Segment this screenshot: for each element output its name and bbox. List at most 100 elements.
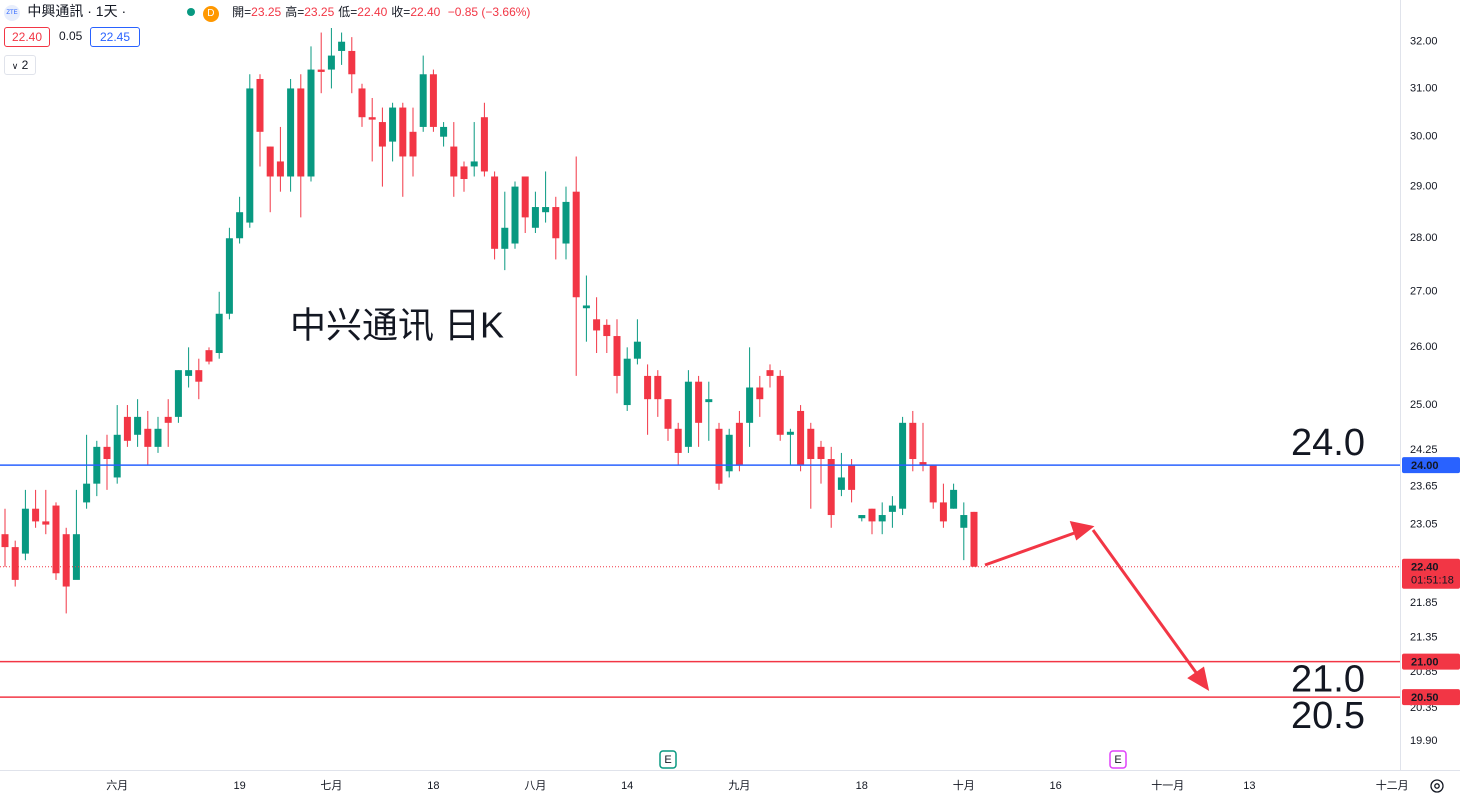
y-tick-label: 28.00 — [1410, 232, 1438, 244]
gear-inner[interactable] — [1434, 783, 1440, 789]
ohlc-key: 高= — [285, 5, 305, 19]
y-tick-label: 21.85 — [1410, 597, 1438, 609]
candle-body — [848, 465, 856, 490]
level-text: 20.5 — [1291, 695, 1365, 737]
candle-body — [1, 534, 9, 548]
y-tick-label: 24.25 — [1410, 444, 1438, 456]
candle-body — [797, 410, 805, 466]
change: −0.85 (−3.66%) — [447, 5, 531, 19]
badge: D — [202, 6, 219, 22]
candle-body — [807, 428, 815, 460]
level-label-box — [1402, 689, 1460, 706]
y-tick-label: 32.00 — [1410, 36, 1438, 48]
symbol-icon: ZTE — [4, 4, 20, 21]
candle-body — [154, 428, 162, 447]
settings-icon[interactable] — [1430, 779, 1444, 793]
x-tick-label: 18 — [856, 780, 868, 792]
y-tick-label: 23.65 — [1410, 481, 1438, 493]
candle-body — [368, 117, 376, 120]
candle-body — [338, 41, 346, 51]
candle-body — [256, 78, 264, 132]
level-text: 24.0 — [1291, 422, 1365, 464]
x-tick-label: 19 — [233, 780, 245, 792]
candle-body — [705, 399, 713, 403]
candle-body — [644, 375, 652, 400]
plot — [1, 27, 978, 614]
ohlc-key: 低= — [338, 5, 358, 19]
level-label-box — [1402, 653, 1460, 670]
candle-body — [674, 428, 682, 453]
candle-body — [195, 370, 203, 382]
candle-body — [399, 107, 407, 157]
x-tick-label: 十月 — [953, 778, 975, 792]
candle-body — [633, 341, 641, 359]
y-tick-label: 26.00 — [1410, 341, 1438, 353]
candle-body — [205, 350, 213, 362]
ohlc-key: 開= — [232, 5, 252, 19]
level-label: 24.00 — [1411, 460, 1439, 472]
candle-body — [817, 446, 825, 460]
level-label: 21.00 — [1411, 657, 1439, 669]
y-tick-label: 21.35 — [1410, 631, 1438, 643]
indicator-toggle[interactable]: ∨ 2 — [4, 55, 36, 75]
candle-body — [827, 459, 835, 516]
time-axis: 六月 19 七月 18 八月 14 九月 18 十月 16 十一月 13 十二月 — [106, 778, 1409, 792]
level-label-box — [1402, 457, 1460, 474]
x-tick-label: 七月 — [320, 779, 342, 792]
candle-body — [695, 381, 703, 423]
y-tick-label: 27.00 — [1410, 286, 1438, 298]
candle-body — [735, 422, 743, 466]
candle-body — [511, 186, 519, 244]
candle-body — [419, 74, 427, 127]
chevron[interactable]: ∨ — [11, 61, 19, 71]
candle-body — [858, 515, 866, 519]
candle-body — [501, 227, 509, 249]
candle-body — [582, 305, 590, 309]
x-tick-label: 八月 — [524, 780, 546, 792]
candle-body — [185, 370, 193, 376]
gear-outer[interactable] — [1430, 779, 1444, 793]
level-label: 20.50 — [1411, 692, 1439, 704]
ohlc-value: 22.40 — [357, 5, 388, 19]
event-marker — [1109, 750, 1127, 769]
candle-body — [593, 319, 601, 331]
candle-body — [654, 375, 662, 400]
arrow-head — [1069, 520, 1095, 541]
bid[interactable]: 22.40 — [4, 27, 50, 47]
x-tick-label: 十二月 — [1376, 778, 1409, 792]
candle-body — [868, 508, 876, 522]
candle-body — [623, 358, 631, 406]
candle-body — [960, 515, 968, 528]
candle-body — [746, 387, 754, 423]
event-marker — [659, 750, 677, 769]
candle-body — [297, 88, 305, 177]
candle-body — [52, 505, 60, 574]
x-tick-label: 13 — [1243, 780, 1255, 792]
candle-body — [970, 511, 978, 567]
candle-body — [542, 207, 550, 213]
candle-body — [603, 324, 611, 337]
arrow — [1091, 529, 1202, 679]
indicator-count[interactable]: 2 — [21, 58, 29, 72]
candle-body — [725, 434, 733, 472]
candle-body — [440, 126, 448, 137]
candle-body — [103, 446, 111, 460]
candle-body — [909, 422, 917, 460]
candle-body — [786, 431, 794, 435]
candle-body — [613, 336, 621, 376]
candle-body — [358, 88, 366, 118]
level-text: 21.0 — [1291, 659, 1365, 701]
candle-body — [72, 534, 80, 580]
candle-body — [378, 122, 386, 147]
ohlc-key: 收= — [391, 5, 411, 19]
ask[interactable]: 22.45 — [90, 27, 140, 47]
candle-body — [939, 502, 947, 522]
x-tick-label: 14 — [621, 780, 633, 792]
event-label: E — [1114, 754, 1121, 766]
candle-body — [307, 69, 315, 177]
candle-body — [409, 131, 417, 157]
y-tick-label: 29.00 — [1410, 181, 1438, 193]
candle-body — [756, 387, 764, 400]
y-tick-label: 30.00 — [1410, 131, 1438, 143]
